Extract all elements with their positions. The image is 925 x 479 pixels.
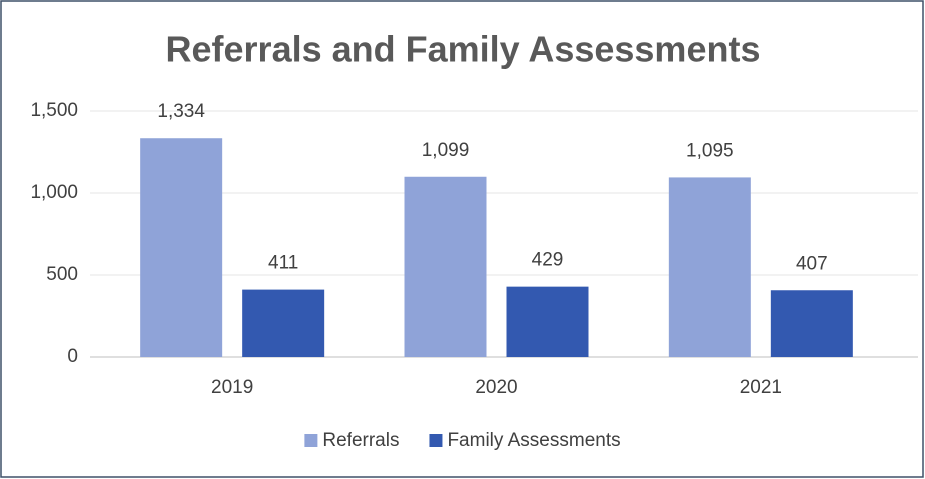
legend-label: Family Assessments <box>447 430 620 451</box>
value-label: 1,334 <box>157 101 205 122</box>
y-tick-label: 1,500 <box>30 100 78 121</box>
y-tick-label: 1,000 <box>30 182 78 203</box>
legend-label: Referrals <box>322 430 399 451</box>
bar <box>242 289 325 357</box>
bar <box>404 176 487 357</box>
legend-swatch <box>429 434 443 447</box>
bar <box>506 286 589 357</box>
value-label: 1,099 <box>422 140 470 161</box>
value-label: 407 <box>796 253 828 274</box>
value-label: 1,095 <box>686 140 734 161</box>
value-label: 429 <box>532 250 564 271</box>
y-tick-label: 0 <box>67 346 78 367</box>
y-tick-label: 500 <box>46 264 78 285</box>
chart-title: Referrals and Family Assessments <box>166 29 761 70</box>
legend-swatch <box>304 434 318 447</box>
value-label: 411 <box>268 253 298 274</box>
bar <box>140 138 223 357</box>
x-tick-label: 2021 <box>740 377 782 398</box>
bar <box>668 177 751 357</box>
x-tick-label: 2020 <box>475 377 517 398</box>
x-tick-label: 2019 <box>211 377 253 398</box>
bar <box>770 290 853 357</box>
